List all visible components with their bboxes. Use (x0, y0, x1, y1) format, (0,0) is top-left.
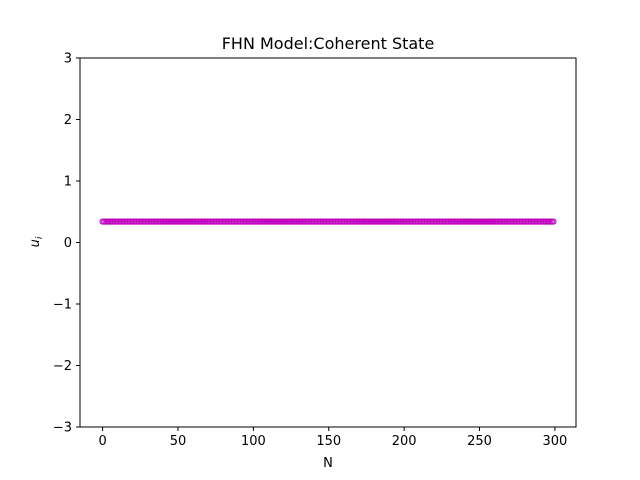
x-axis: 0 50 100 150 200 250 300 (98, 427, 567, 449)
x-tick-label: 50 (170, 434, 187, 449)
y-tick-label: 0 (64, 236, 72, 251)
y-tick-label: 1 (64, 175, 72, 190)
data-point (550, 218, 557, 225)
x-tick-label: 200 (392, 434, 417, 449)
x-tick-label: 300 (542, 434, 567, 449)
x-tick-label: 250 (467, 434, 492, 449)
x-tick-label: 150 (316, 434, 341, 449)
plot-frame (79, 57, 577, 428)
y-axis-label: ui (28, 236, 45, 247)
x-tick-label: 0 (98, 434, 106, 449)
y-axis-label-subscript: i (35, 236, 45, 239)
y-tick-label: −3 (53, 421, 72, 436)
y-tick-label: 2 (64, 113, 72, 128)
y-tick-label: −1 (53, 298, 72, 313)
y-axis: −3 −2 −1 0 1 2 3 (53, 52, 80, 436)
x-tick-label: 100 (241, 434, 266, 449)
x-axis-label: N (323, 456, 333, 471)
chart-title: FHN Model:Coherent State (222, 34, 435, 53)
y-axis-label-main: u (28, 239, 43, 247)
y-tick-label: −2 (53, 359, 72, 374)
data-points (99, 218, 557, 225)
y-tick-label: 3 (64, 52, 72, 67)
